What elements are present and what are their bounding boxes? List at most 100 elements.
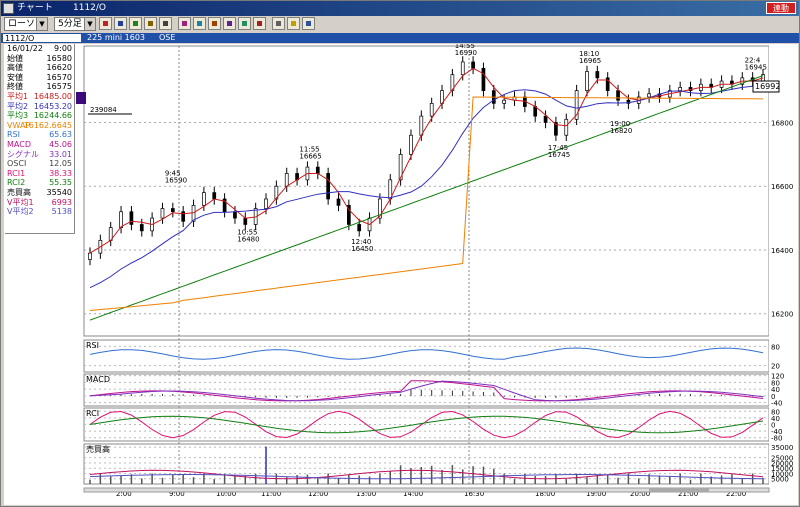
window-title: チャート (17, 3, 53, 13)
zoom-icon[interactable] (287, 17, 300, 30)
macd-tick-label: 120 (771, 373, 784, 381)
time-tick-label: 16:30 (464, 490, 484, 498)
price-annotation: 19:00 (610, 120, 630, 128)
legend-row: シグナル 33.01 (5, 150, 74, 160)
price-annotation: 16965 (579, 57, 601, 65)
legend-value: 38.33 (49, 168, 72, 178)
rci-tick-label: 0 (771, 422, 775, 430)
candle-body (419, 115, 424, 136)
price-annotation: 18:10 (579, 50, 599, 58)
legend-label: 安値 (7, 72, 23, 82)
legend-value: 16485.00 (33, 91, 72, 101)
time-scrollbar (83, 487, 770, 493)
legend-label: MACD (7, 139, 31, 149)
chevron-down-icon[interactable]: ▼ (36, 18, 47, 30)
legend-value: 16620 (46, 63, 72, 73)
legend-row: V平均2 5138 (5, 207, 74, 217)
candle-body (647, 93, 651, 98)
rsi-tick-label: 80 (771, 343, 780, 351)
price-annotation: 17:45 (548, 144, 568, 152)
candle-body (160, 208, 165, 219)
rci-tick-label: 40 (771, 415, 780, 423)
legend-row: V平均1 6993 (5, 198, 74, 208)
candle-body (212, 192, 217, 200)
candle-body (543, 115, 548, 123)
pen-icon[interactable] (253, 17, 266, 30)
vol-tick-label: 5000 (771, 476, 789, 484)
legend-label: 平均1 (7, 91, 29, 101)
price-annotation: 9:45 (165, 169, 181, 177)
color-icon[interactable] (238, 17, 251, 30)
candle-body (243, 217, 248, 225)
instrument-name: 225 mini 1603 (87, 33, 146, 42)
bars-icon[interactable] (114, 17, 127, 30)
settings-icon[interactable] (302, 17, 315, 30)
legend-label: 売買高 (7, 187, 31, 197)
rci1-line (89, 410, 764, 439)
candle-body (450, 74, 455, 91)
candle-body (264, 198, 268, 209)
legend-value: 16162.6645 (23, 120, 72, 130)
price-annotation: 12:40 (351, 238, 371, 246)
timeframe-value: 5分足 (58, 19, 82, 29)
candles-icon[interactable] (99, 17, 112, 30)
price-annotation: 16820 (610, 127, 632, 135)
legend-label: 16/01/22 (7, 44, 43, 53)
rci-tick-label: -80 (771, 435, 782, 443)
grid-icon[interactable] (144, 17, 157, 30)
macd-tick-label: 40 (771, 386, 780, 394)
time-tick-label: 13:00 (356, 490, 376, 498)
legend-value: 16570 (46, 72, 72, 82)
legend-row: 平均1 16485.00 (5, 92, 74, 102)
price-annotation: 16590 (165, 176, 187, 184)
rsi-tick-label: 20 (771, 363, 780, 371)
current-price-tag (752, 80, 780, 93)
chevron-down-icon[interactable]: ▼ (84, 18, 95, 30)
candle-body (129, 211, 134, 225)
eraser-icon[interactable] (272, 17, 285, 30)
legend-row: RSI 65.63 (5, 130, 74, 140)
print-icon[interactable] (159, 17, 172, 30)
macd-tick-label: -40 (771, 400, 782, 408)
chart-type-select[interactable]: ローソク ▼ (4, 17, 48, 31)
price-annotation: 14:55 (455, 44, 475, 50)
trend-icon[interactable] (193, 17, 206, 30)
vma2-line (89, 474, 764, 480)
link-badge[interactable]: 連動 (766, 2, 796, 14)
legend-value: 5138 (51, 207, 72, 217)
legend-value: 16575 (46, 82, 72, 92)
chart-area[interactable]: 16200 16400 16600 16800 9:45 16590 10:55 16480 1… (4, 44, 798, 505)
signal-line (89, 380, 764, 402)
ma3-line (89, 75, 764, 321)
legend-row: OSCI 12.05 (5, 159, 74, 169)
chart-app-icon (3, 3, 14, 14)
vma1-line (89, 469, 764, 480)
legend-row: 売買高 35540 (5, 188, 74, 198)
position-marker[interactable] (76, 92, 86, 104)
candle-body (409, 134, 413, 155)
fib-icon[interactable] (208, 17, 221, 30)
title-bar[interactable]: チャート 1112/O 連動 (1, 1, 799, 16)
ma2-line (89, 83, 764, 289)
crosshair-icon[interactable] (223, 17, 236, 30)
vol-tick-label: 20000 (771, 460, 793, 468)
candle-body (616, 90, 620, 101)
legend-value: 16244.66 (33, 111, 72, 121)
candle-body (605, 77, 610, 91)
line-icon[interactable] (129, 17, 142, 30)
price-annotation: 11:55 (299, 146, 319, 154)
panel-frame-rci (83, 407, 770, 442)
candle-body (460, 61, 465, 76)
time-tick-label: 22:00 (726, 490, 746, 498)
timeframe-select[interactable]: 5分足 ▼ (54, 17, 96, 31)
legend-value: 16580 (46, 53, 72, 63)
compare-icon[interactable] (178, 17, 191, 30)
symbol-code[interactable]: 1112/O (2, 33, 82, 43)
candle-body (398, 154, 403, 181)
candle-body (678, 87, 683, 91)
legend-label: RCI1 (7, 168, 26, 178)
price-annotation: 16450 (351, 245, 373, 253)
rsi-panel-title: RSI (86, 341, 99, 350)
